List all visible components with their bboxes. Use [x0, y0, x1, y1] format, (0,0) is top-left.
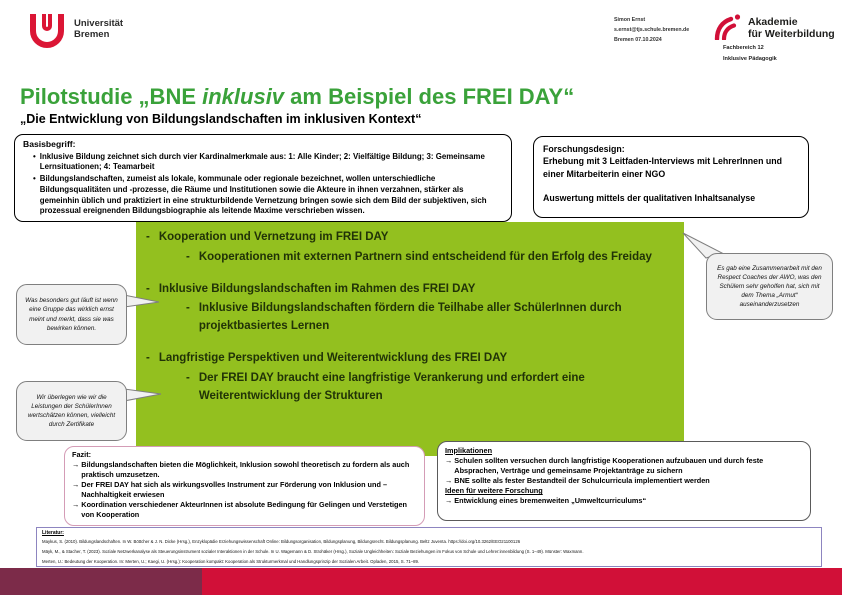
ideen-item: → Entwicklung eines bremenweiten „Umwelt…	[445, 496, 803, 506]
dash-marker: -	[186, 250, 190, 263]
akademie-logo-text: Akademie für Weiterbildung	[748, 13, 835, 40]
dash-marker: -	[186, 371, 190, 384]
literatur-title: Literatur:	[42, 530, 64, 536]
page-title: Pilotstudie „BNE inklusiv am Beispiel de…	[20, 84, 574, 110]
akademie-line1: Akademie	[748, 16, 798, 28]
akademie-logo-icon	[714, 14, 741, 40]
implikationen-box: Implikationen → Schulen sollten versuche…	[437, 441, 811, 521]
finding-title: Langfristige Perspektiven und Weiterentw…	[158, 352, 508, 365]
literatur-ref: Mäyk, M., & Stacher, T. (2023). Soziale …	[42, 548, 584, 554]
findings-box: - Kooperation und Vernetzung im FREI DAY…	[136, 222, 684, 456]
contact-name: Simon Ernst	[614, 17, 646, 23]
footer-bar-maroon	[0, 568, 202, 595]
implikationen-item: → Schulen sollten versuchen durch langfr…	[445, 456, 803, 476]
contact-email: s.ernst@tjs.schule.bremen.de	[614, 26, 690, 33]
spacer	[543, 180, 799, 192]
implikationen-title: Implikationen	[445, 446, 493, 455]
quote-text: Was besonders gut läuft ist wenn eine Gr…	[25, 297, 118, 332]
dash-marker: -	[146, 352, 150, 365]
fazit-item: → Bildungslandschaften bieten die Möglic…	[72, 460, 417, 480]
finding-sub: Inklusive Bildungslandschaften fördern d…	[198, 302, 622, 333]
title-italic: inklusiv	[202, 84, 285, 109]
finding-item: - Langfristige Perspektiven und Weiteren…	[146, 350, 674, 405]
bullet-marker: •	[33, 174, 36, 184]
title-part1: Pilotstudie „BNE	[20, 84, 203, 109]
finding-title: Inklusive Bildungslandschaften im Rahmen…	[158, 282, 476, 295]
contact-place-date: Bremen 07.10.2024	[614, 36, 662, 43]
arrow-marker: →	[445, 496, 453, 506]
finding-title-line: - Langfristige Perspektiven und Weiteren…	[146, 350, 674, 368]
uni-bremen-logo-icon	[30, 14, 64, 48]
uni-bremen-logo: Universität Bremen	[30, 14, 123, 48]
fazit-item: → Der FREI DAY hat sich als wirkungsvoll…	[72, 480, 417, 500]
basisbegriff-title: Basisbegriff:	[23, 139, 76, 149]
bullet-marker: •	[33, 151, 36, 161]
fazit-item-text: Bildungslandschaften bieten die Möglichk…	[81, 460, 410, 480]
arrow-marker: →	[445, 476, 453, 486]
department-line1: Fachbereich 12	[723, 45, 764, 51]
arrow-marker: →	[445, 456, 453, 466]
akademie-logo: Akademie für Weiterbildung	[714, 13, 835, 40]
dash-marker: -	[146, 231, 150, 243]
fazit-item-text: Der FREI DAY hat sich als wirkungsvolles…	[81, 480, 388, 500]
forschungsdesign-title: Forschungsdesign:	[543, 144, 625, 154]
basisbegriff-box: Basisbegriff: • Inklusive Bildung zeichn…	[14, 134, 512, 222]
finding-sub-line: - Der FREI DAY braucht eine langfristige…	[186, 370, 674, 406]
dash-marker: -	[146, 282, 150, 295]
literatur-ref: Maykus, S. (2010). Bildungslandschaften.…	[42, 539, 521, 544]
basisbegriff-bullet: • Inklusive Bildung zeichnet sich durch …	[33, 152, 503, 174]
fazit-title: Fazit:	[72, 450, 92, 459]
forschungsdesign-line1: Erhebung mit 3 Leitfaden-Interviews mit …	[543, 156, 783, 179]
basisbegriff-list: • Inklusive Bildung zeichnet sich durch …	[23, 152, 503, 218]
quote-text: Wir überlegen wie wir die Leistungen der…	[27, 393, 116, 429]
dash-marker: -	[186, 302, 190, 315]
uni-bremen-logo-text: Universität Bremen	[74, 14, 123, 41]
forschungsdesign-box: Forschungsdesign: Erhebung mit 3 Leitfad…	[533, 136, 809, 218]
fazit-item: → Koordination verschiedener AkteurInnen…	[72, 500, 417, 520]
implikationen-item-text: BNE sollte als fester Bestandteil der Sc…	[454, 476, 710, 486]
literatur-box: Literatur: Maykus, S. (2010). Bildungsla…	[36, 527, 822, 567]
literatur-ref: Merten, U.: Bedeutung der Kooperation. I…	[42, 558, 420, 564]
ideen-item-text: Entwicklung eines bremenweiten „Umweltcu…	[454, 496, 647, 506]
finding-title-line: - Inklusive Bildungslandschaften im Rahm…	[146, 281, 674, 299]
finding-item: - Kooperation und Vernetzung im FREI DAY…	[146, 229, 674, 267]
title-part2: am Beispiel des FREI DAY“	[284, 84, 575, 109]
fazit-item-text: Koordination verschiedener AkteurInnen i…	[81, 500, 407, 520]
forschungsdesign-line2: Auswertung mittels der qualitativen Inha…	[543, 193, 756, 204]
arrow-marker: →	[72, 480, 80, 490]
finding-sub-line: - Kooperationen mit externen Partnern si…	[186, 249, 674, 267]
uni-name-line1: Universität	[74, 18, 124, 29]
basisbegriff-bullet-text: Bildungslandschaften, zumeist als lokale…	[39, 174, 487, 216]
page-subtitle: „Die Entwicklung von Bildungslandschafte…	[20, 112, 422, 126]
basisbegriff-bullet: • Bildungslandschaften, zumeist als loka…	[33, 174, 503, 217]
quote-bubble-left-2: Wir überlegen wie wir die Leistungen der…	[16, 381, 127, 441]
quote-bubble-left-1: Was besonders gut läuft ist wenn eine Gr…	[16, 284, 127, 345]
finding-title: Kooperation und Vernetzung im FREI DAY	[158, 231, 389, 243]
department-block: Fachbereich 12 Inklusive Pädagogik	[723, 43, 777, 64]
arrow-marker: →	[72, 460, 80, 470]
implikationen-item-text: Schulen sollten versuchen durch langfris…	[454, 456, 764, 476]
contact-block: Simon Ernst s.ernst@tjs.schule.bremen.de…	[614, 16, 689, 45]
quote-bubble-right: Es gab eine Zusammenarbeit mit den Respe…	[706, 253, 833, 320]
implikationen-item: → BNE sollte als fester Bestandteil der …	[445, 476, 803, 486]
finding-title-line: - Kooperation und Vernetzung im FREI DAY	[146, 229, 674, 247]
department-line2: Inklusive Pädagogik	[723, 55, 777, 62]
fazit-box: Fazit: → Bildungslandschaften bieten die…	[64, 446, 425, 526]
ideen-title: Ideen für weitere Forschung	[445, 486, 543, 496]
finding-sub-line: - Inklusive Bildungslandschaften fördern…	[186, 300, 674, 336]
finding-item: - Inklusive Bildungslandschaften im Rahm…	[146, 281, 674, 336]
arrow-marker: →	[72, 500, 80, 510]
bubble-tail-icon	[123, 294, 160, 308]
finding-sub: Kooperationen mit externen Partnern sind…	[198, 250, 652, 263]
finding-sub: Der FREI DAY braucht eine langfristige V…	[198, 371, 585, 402]
quote-text: Es gab eine Zusammenarbeit mit den Respe…	[717, 264, 822, 309]
akademie-line2: für Weiterbildung	[748, 28, 835, 41]
uni-bremen-logo-inner-u	[42, 14, 52, 31]
bubble-tail-icon	[123, 388, 162, 402]
basisbegriff-bullet-text: Inklusive Bildung zeichnet sich durch vi…	[39, 151, 485, 172]
uni-name-line2: Bremen	[74, 29, 110, 41]
footer-bar-red	[202, 568, 842, 595]
